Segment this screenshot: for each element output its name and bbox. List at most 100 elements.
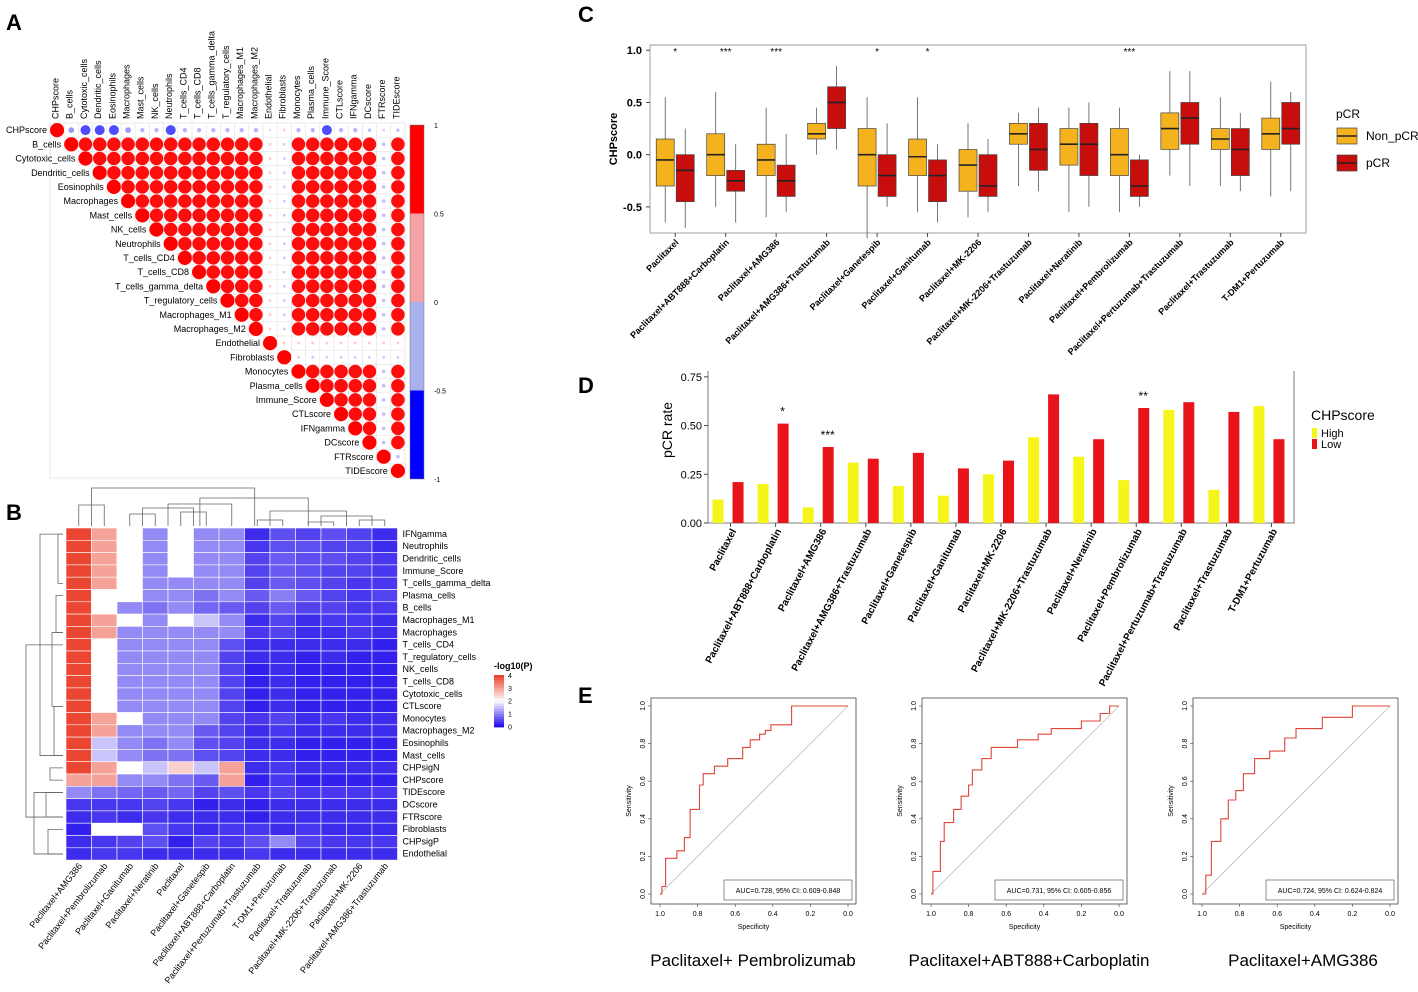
significance-mark: ***	[821, 428, 835, 442]
corr-dot	[282, 128, 286, 132]
heatmap-cell	[269, 662, 296, 676]
heatmap-cell	[116, 539, 143, 553]
y-tick-label: 1.0	[1182, 701, 1189, 711]
heatmap-cell	[65, 761, 92, 775]
corr-dot	[234, 151, 249, 166]
heatmap-cell	[295, 785, 322, 799]
y-tick-label: 0.50	[681, 421, 702, 433]
heatmap-cell	[167, 552, 194, 566]
heatmap-legend-step	[494, 695, 504, 699]
corr-col-label: Monocytes	[292, 75, 302, 119]
bar-low	[1273, 439, 1285, 523]
bar-low	[822, 447, 834, 523]
heatmap-cell	[218, 712, 245, 726]
heatmap-cell	[116, 527, 143, 541]
bar-high	[712, 499, 724, 523]
corr-dot	[206, 137, 221, 152]
heatmap-cell	[320, 662, 347, 676]
corr-dot	[92, 165, 107, 180]
x-tick-label: Paclitaxel+MK-2206+Trastuzumab	[925, 237, 1035, 347]
heatmap-cell	[320, 589, 347, 603]
heatmap-cell	[65, 662, 92, 676]
heatmap-cell	[167, 650, 194, 664]
corr-dot	[348, 293, 363, 308]
bar-high	[937, 495, 949, 523]
corr-dot	[178, 194, 192, 208]
auc-label: AUC=0.728, 95% CI: 0.609-0.848	[736, 888, 841, 895]
corr-dot	[220, 137, 235, 152]
corr-dot	[192, 151, 206, 166]
x-tick-label: 0.2	[1077, 911, 1087, 918]
row-dendrogram-branch	[51, 632, 63, 707]
heatmap-cell	[167, 662, 194, 676]
bar-high	[847, 462, 859, 523]
corr-dot	[362, 293, 377, 308]
heatmap-cell	[142, 527, 169, 541]
corr-dot	[282, 256, 286, 260]
corr-dot	[249, 265, 263, 279]
x-tick-label: 0.8	[964, 911, 974, 918]
heatmap-cell	[269, 712, 296, 726]
x-tick-label: 1.0	[655, 911, 665, 918]
corr-dot	[178, 208, 192, 223]
heatmap-cell	[371, 810, 398, 824]
significance-mark: *	[780, 405, 785, 419]
corr-dot	[234, 180, 249, 194]
corr-dot	[305, 307, 320, 322]
y-tick-label: 0.5	[627, 97, 642, 109]
heatmap-cell	[244, 552, 271, 566]
significance-mark: *	[673, 47, 677, 58]
column-dendrogram-branch	[199, 497, 309, 526]
colorbar-frame	[409, 124, 425, 480]
corr-dot	[249, 208, 263, 223]
heatmap-cell	[346, 749, 373, 763]
corr-dot	[381, 270, 386, 274]
heatmap-cell	[218, 675, 245, 689]
corr-dot	[348, 322, 363, 336]
heatmap-cell	[91, 847, 118, 861]
corr-dot	[282, 213, 286, 217]
heatmap-cell	[320, 736, 347, 750]
corr-dot	[220, 180, 235, 194]
x-tick-label: 0.6	[1001, 911, 1011, 918]
corr-col-label: TIDEscore	[391, 76, 401, 119]
corr-dot	[391, 137, 405, 152]
panel-d-barchart: D 0.75 0.50 0.25 0.00 pCR rate Paclitaxel * Pacl…	[578, 371, 1375, 688]
heatmap-cell	[193, 736, 220, 750]
x-tick-label: 0.0	[843, 911, 853, 918]
bar-high	[1118, 480, 1130, 523]
roc-title: Paclitaxel+AMG386	[1228, 951, 1378, 970]
corr-row-label: Eosinophils	[58, 182, 105, 192]
heatmap-cell	[295, 810, 322, 824]
heatmap-cell	[65, 773, 92, 787]
heatmap-cell	[167, 687, 194, 701]
bar-low	[1228, 411, 1240, 523]
corr-dot	[282, 199, 286, 203]
corr-dot	[268, 299, 272, 302]
heatmap-cell	[295, 761, 322, 775]
corr-dot	[249, 180, 263, 194]
corr-dot	[225, 127, 230, 133]
heatmap-legend-step	[494, 693, 504, 697]
corr-dot	[391, 393, 405, 407]
heatmap-row-label: Dendritic_cells	[403, 553, 462, 563]
corr-dot	[291, 151, 306, 166]
corr-dot	[334, 236, 348, 251]
heatmap-legend-tick: 1	[508, 712, 512, 719]
corr-col-label: T_regulatory_cells	[221, 45, 231, 119]
bar-high	[1163, 409, 1175, 523]
corr-col-label: Fibroblasts	[278, 74, 288, 119]
heatmap-cell	[142, 822, 169, 836]
corr-dot	[305, 151, 320, 166]
corr-dot	[381, 412, 386, 416]
corr-dot	[50, 123, 65, 138]
corr-row-label: Macrophages	[63, 196, 118, 206]
corr-col-label: Dendritic_cells	[93, 60, 103, 119]
corr-row-label: CTLscore	[292, 409, 331, 419]
heatmap-cell	[142, 785, 169, 799]
corr-dot	[348, 393, 363, 407]
box-pcr	[675, 154, 695, 203]
box-non-pcr	[655, 138, 675, 187]
corr-row-label: NK_cells	[111, 225, 147, 235]
corr-dot	[396, 128, 400, 132]
